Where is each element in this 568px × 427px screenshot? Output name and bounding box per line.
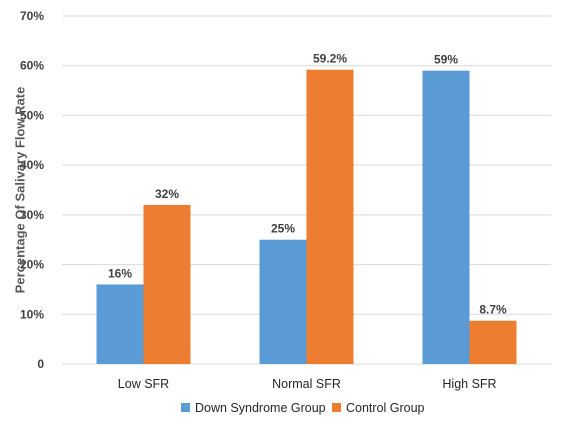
y-axis-title: Percentage Of Salivary Flow Rate bbox=[12, 87, 27, 294]
y-tick-label: 10% bbox=[20, 307, 44, 321]
y-tick-label: 30% bbox=[20, 208, 44, 222]
y-tick-label: 60% bbox=[20, 59, 44, 73]
y-tick-label: 50% bbox=[20, 108, 44, 122]
data-labels: 16% 32% 25% 59.2% 59% 8.7% bbox=[108, 52, 507, 317]
category-label: Low SFR bbox=[118, 377, 169, 391]
y-tick-label: 0 bbox=[37, 357, 44, 371]
bar-down-syndrome-group bbox=[422, 70, 470, 364]
bars bbox=[96, 69, 517, 364]
bar-down-syndrome-group bbox=[96, 284, 144, 364]
y-tick-label: 40% bbox=[20, 158, 44, 172]
data-label: 32% bbox=[155, 187, 179, 201]
y-axis-tick-labels: 0 10% 20% 30% 40% 50% 60% 70% bbox=[20, 9, 44, 371]
y-tick-label: 20% bbox=[20, 258, 44, 272]
data-label: 59% bbox=[434, 53, 458, 67]
data-label: 59.2% bbox=[313, 52, 347, 66]
bar-down-syndrome-group bbox=[259, 239, 307, 364]
x-axis-category-labels: Low SFR Normal SFR High SFR bbox=[118, 377, 497, 391]
bar-control-group bbox=[143, 204, 191, 364]
bar-control-group bbox=[306, 69, 354, 364]
data-label: 8.7% bbox=[479, 303, 507, 317]
legend-label: Control Group bbox=[346, 401, 425, 415]
category-label: High SFR bbox=[442, 377, 496, 391]
category-label: Normal SFR bbox=[272, 377, 341, 391]
bar-control-group bbox=[469, 320, 517, 364]
legend-swatch bbox=[181, 403, 190, 412]
data-label: 16% bbox=[108, 266, 132, 280]
legend-swatch bbox=[332, 403, 341, 412]
legend: Down Syndrome Group Control Group bbox=[181, 401, 425, 415]
y-tick-label: 70% bbox=[20, 9, 44, 23]
data-label: 25% bbox=[271, 222, 295, 236]
legend-label: Down Syndrome Group bbox=[195, 401, 326, 415]
